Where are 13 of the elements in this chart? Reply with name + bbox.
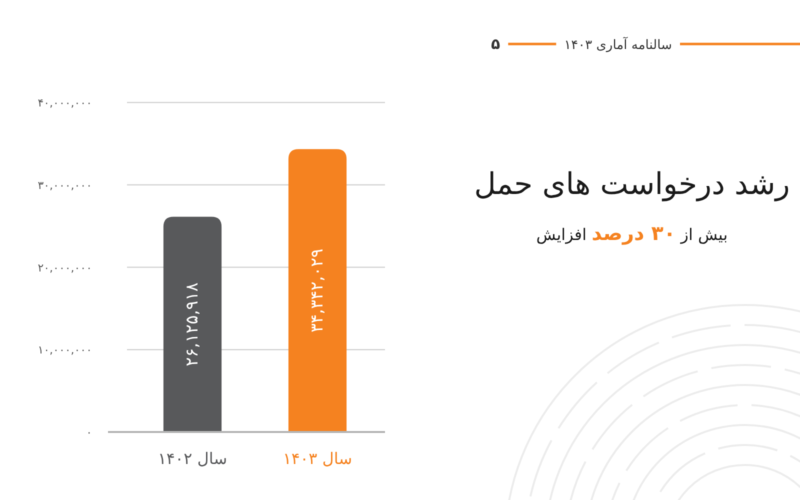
- text: بیش از ۳۰ درصد افزایش: [536, 221, 728, 245]
- data-label: ۲۶,۱۲۵,۹۱۸: [182, 282, 202, 366]
- y-tick-label: ۰: [86, 426, 92, 439]
- x-tick-label: سال ۱۴۰۳: [282, 449, 352, 468]
- text: سالنامه آماری ۱۴۰۳: [564, 36, 672, 53]
- y-tick-label: ۱۰,۰۰۰,۰۰۰: [38, 344, 92, 357]
- data-label: ۳۴,۳۴۲,۰۲۹: [308, 248, 328, 332]
- y-tick-label: ۲۰,۰۰۰,۰۰۰: [38, 261, 92, 274]
- y-tick-label: ۳۰,۰۰۰,۰۰۰: [38, 178, 92, 192]
- text: ۵: [491, 35, 500, 53]
- text: رشد درخواست های حمل: [474, 167, 790, 202]
- y-tick-label: ۴۰,۰۰۰,۰۰۰: [38, 96, 92, 110]
- x-tick-label: سال ۱۴۰۲: [158, 449, 228, 468]
